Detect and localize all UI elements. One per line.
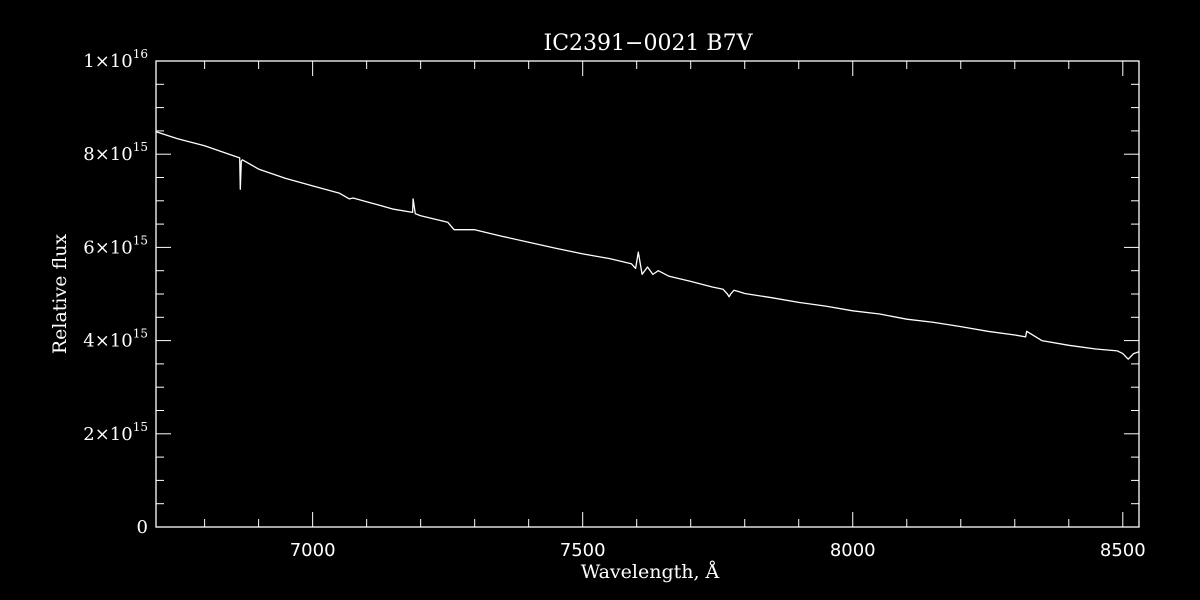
y-tick-label: 2×1015 bbox=[83, 420, 148, 445]
x-tick-label: 7000 bbox=[290, 540, 336, 561]
y-tick-label-mantissa: 2×10 bbox=[83, 424, 132, 445]
axis-tick-labels: 7000 7500 8000 850002×10154×10156×10158×101… bbox=[83, 47, 1145, 561]
y-tick-label-mantissa: 1×10 bbox=[83, 51, 132, 72]
chart-title: IC2391−0021 B7V bbox=[544, 31, 754, 56]
y-axis-label: Relative flux bbox=[49, 234, 71, 355]
y-tick-label-mantissa: 8×10 bbox=[83, 144, 132, 165]
y-tick-label-mantissa: 4×10 bbox=[83, 331, 132, 352]
y-tick-label: 0 bbox=[137, 517, 148, 538]
x-tick-label: 7500 bbox=[560, 540, 606, 561]
y-tick-label: 8×1015 bbox=[83, 140, 148, 165]
x-axis-label: Wavelength, Å bbox=[581, 561, 720, 583]
y-tick-label-mantissa: 6×10 bbox=[83, 237, 132, 258]
y-tick-label-exponent: 15 bbox=[133, 140, 148, 154]
spectrum-series-line bbox=[155, 131, 1140, 360]
x-tick-label: 8500 bbox=[1100, 540, 1146, 561]
x-tick-label: 8000 bbox=[830, 540, 876, 561]
y-tick-label-exponent: 15 bbox=[133, 233, 148, 247]
y-tick-label: 6×1015 bbox=[83, 233, 148, 258]
y-tick-label-mantissa: 0 bbox=[137, 517, 148, 538]
axis-ticks bbox=[156, 60, 1139, 528]
y-tick-label-exponent: 16 bbox=[133, 47, 148, 61]
y-tick-label: 4×1015 bbox=[83, 327, 148, 352]
y-tick-label-exponent: 15 bbox=[133, 420, 148, 434]
y-tick-label-exponent: 15 bbox=[133, 327, 148, 341]
y-tick-label: 1×1016 bbox=[83, 47, 148, 72]
